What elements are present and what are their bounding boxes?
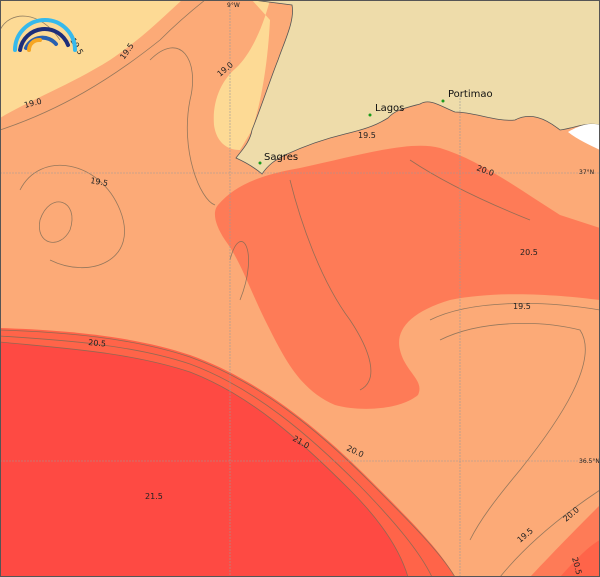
contour-label: 19.5 [513, 302, 531, 311]
land-portugal [235, 0, 600, 175]
lat-label-36-5: 36.5°N [579, 458, 600, 465]
contour-label: 20.5 [570, 556, 583, 576]
contour-label: 19.5 [358, 131, 376, 140]
lat-label-37: 37°N [579, 169, 594, 176]
lon-label: 9°W [227, 2, 240, 9]
contour-label: 21.5 [145, 492, 163, 501]
contour-label: 20.5 [88, 338, 107, 349]
sea-20-0-zone [214, 145, 600, 409]
contour-label: 19.5 [90, 176, 109, 188]
rainbow-arc-logo [13, 18, 77, 52]
town-marker-lagos [368, 113, 372, 117]
town-portimao: Portimao [448, 89, 493, 100]
sea-19-0-coastal-zone [213, 0, 270, 150]
sea-20-5-corner [560, 540, 600, 577]
town-sagres: Sagres [264, 152, 298, 163]
sea-21-5-zone [0, 342, 408, 577]
contour-label: 20.5 [520, 248, 538, 257]
town-marker-portimao [441, 99, 445, 103]
contour-label: 19.0 [23, 97, 43, 110]
town-lagos: Lagos [375, 103, 404, 114]
no-data-area [568, 123, 600, 150]
town-marker-sagres [258, 161, 262, 165]
